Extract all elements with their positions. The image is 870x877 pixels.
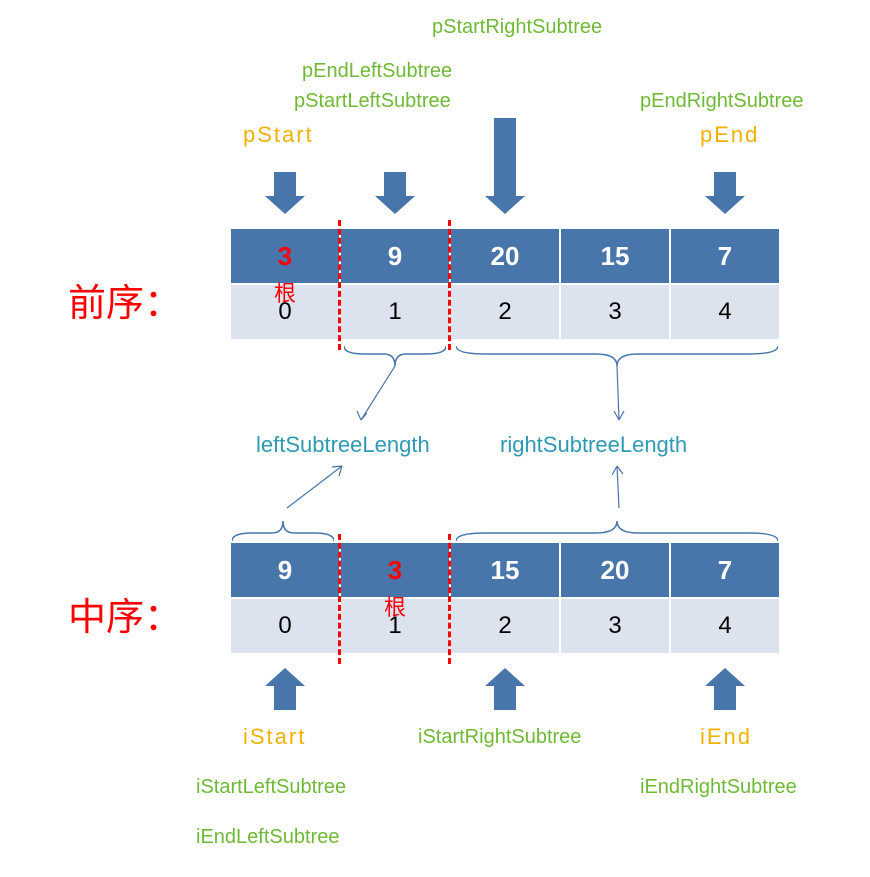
thin-arrow-pre-right: [612, 366, 632, 431]
pre-dash-2: [448, 220, 451, 350]
label-pEnd: pEnd: [700, 122, 759, 148]
arrow-up-iEnd: [705, 668, 745, 710]
in-val-2: 15: [450, 542, 560, 598]
label-iEndRightSubtree: iEndRightSubtree: [640, 776, 797, 799]
inorder-table: 9 3 15 20 7 0 1 2 3 4: [230, 542, 780, 654]
label-iEndLeftSubtree: iEndLeftSubtree: [196, 826, 339, 849]
label-iEnd: iEnd: [700, 724, 752, 750]
pre-val-2: 20: [450, 228, 560, 284]
diagram-canvas: pStartRightSubtree pEndLeftSubtree pStar…: [0, 0, 870, 877]
pre-idx-3: 3: [560, 284, 670, 340]
pre-root-label: 根: [274, 276, 296, 308]
pre-idx-4: 4: [670, 284, 780, 340]
label-iStartLeftSubtree: iStartLeftSubtree: [196, 776, 346, 799]
in-val-0: 9: [230, 542, 340, 598]
in-root-label: 根: [384, 590, 406, 622]
label-pStartLeftSubtree: pStartLeftSubtree: [294, 90, 451, 113]
pre-val-3: 15: [560, 228, 670, 284]
in-idx-3: 3: [560, 598, 670, 654]
in-idx-0: 0: [230, 598, 340, 654]
arrow-up-iStartRight: [485, 668, 525, 710]
brace-in-left: [232, 512, 334, 543]
label-rightSubtreeLength: rightSubtreeLength: [500, 432, 687, 458]
pre-idx-1: 1: [340, 284, 450, 340]
in-dash-1: [338, 534, 341, 664]
label-iStart: iStart: [243, 724, 306, 750]
thin-arrow-in-left: [282, 462, 352, 519]
in-idx-2: 2: [450, 598, 560, 654]
arrow-down-pStartLeft: [375, 172, 415, 214]
label-pEndRightSubtree: pEndRightSubtree: [640, 90, 803, 113]
in-idx-4: 4: [670, 598, 780, 654]
preorder-title: 前序：: [68, 272, 182, 327]
arrow-down-pEnd: [705, 172, 745, 214]
arrow-down-pStartRight: [485, 118, 525, 214]
arrow-up-iStart: [265, 668, 305, 710]
preorder-table: 3 9 20 15 7 0 1 2 3 4: [230, 228, 780, 340]
label-iStartRightSubtree: iStartRightSubtree: [418, 726, 581, 749]
in-val-4: 7: [670, 542, 780, 598]
thin-arrow-pre-left: [355, 366, 405, 431]
inorder-title: 中序：: [68, 586, 182, 641]
thin-arrow-in-right: [612, 462, 632, 519]
in-dash-2: [448, 534, 451, 664]
label-pStartRightSubtree: pStartRightSubtree: [432, 16, 602, 39]
pre-idx-2: 2: [450, 284, 560, 340]
pre-val-4: 7: [670, 228, 780, 284]
label-pStart: pStart: [243, 122, 314, 148]
pre-dash-1: [338, 220, 341, 350]
arrow-down-pStart: [265, 172, 305, 214]
brace-in-right: [456, 512, 778, 543]
in-val-3: 20: [560, 542, 670, 598]
pre-val-1: 9: [340, 228, 450, 284]
label-pEndLeftSubtree: pEndLeftSubtree: [302, 60, 452, 83]
label-leftSubtreeLength: leftSubtreeLength: [256, 432, 430, 458]
